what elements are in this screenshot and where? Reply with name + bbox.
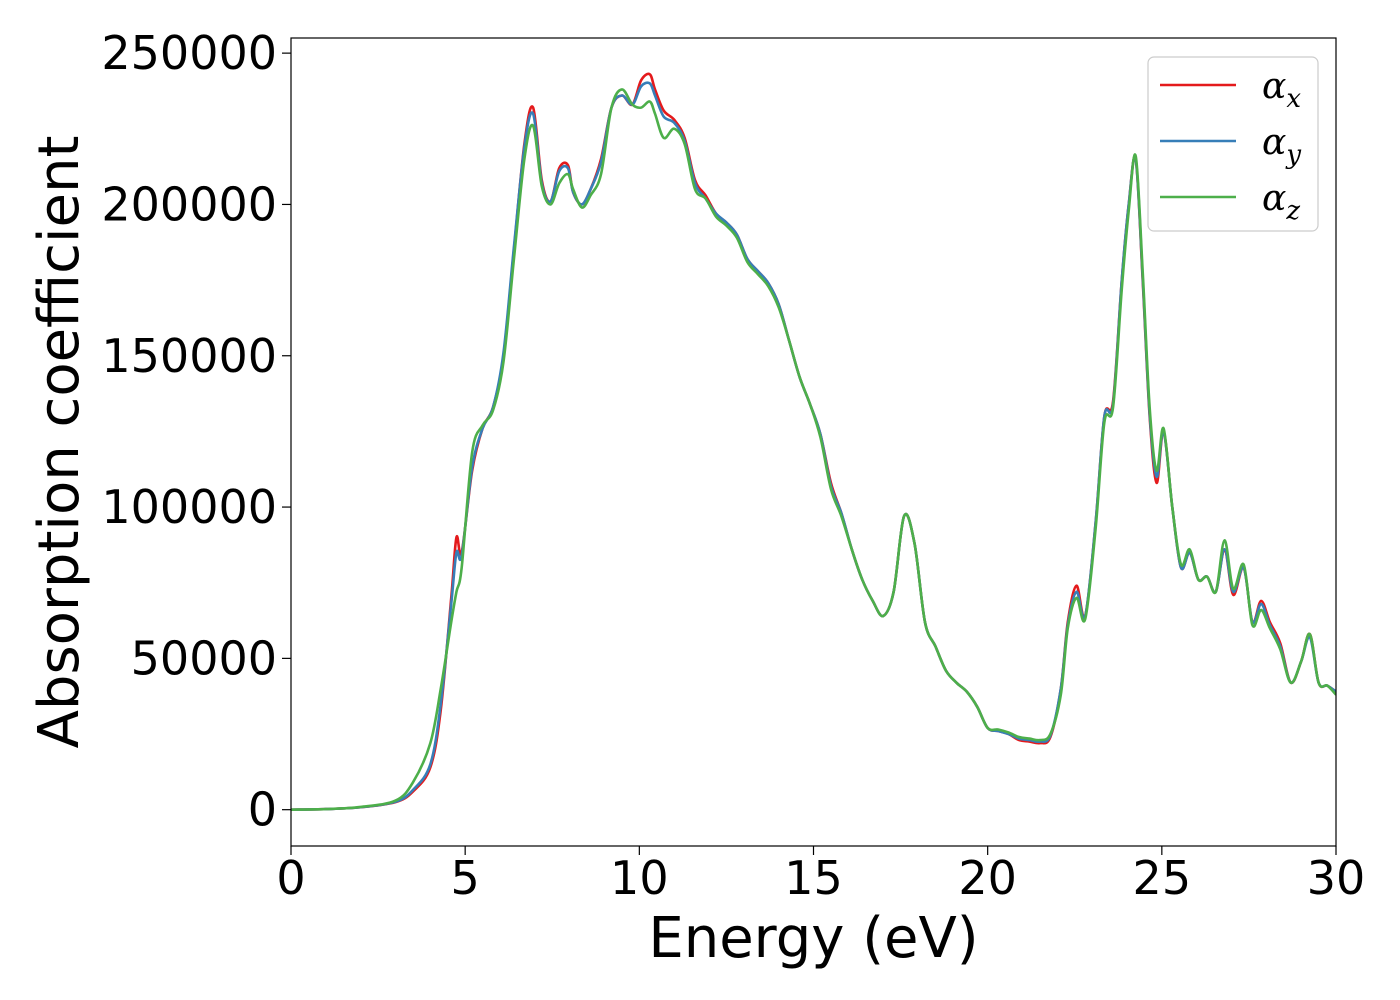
x-tick-label: 0 bbox=[276, 851, 305, 905]
legend-frame bbox=[1147, 56, 1319, 232]
legend-entry-y: αy bbox=[1262, 122, 1301, 170]
y-axis: 0 50000 100000 150000 200000 250000 bbox=[101, 26, 291, 837]
y-tick-label: 100000 bbox=[101, 480, 277, 534]
x-axis-label: Energy (eV) bbox=[648, 906, 978, 971]
legend-entry-x: αx bbox=[1262, 66, 1301, 114]
legend-alpha: α bbox=[1262, 122, 1286, 163]
legend-entry-z: αz bbox=[1262, 178, 1300, 226]
legend-subscript: y bbox=[1285, 140, 1301, 170]
x-axis: 0 5 10 15 20 25 30 bbox=[276, 846, 1365, 905]
series-line-z bbox=[291, 88, 1336, 811]
x-tick-label: 30 bbox=[1307, 851, 1366, 905]
y-tick-label: 200000 bbox=[101, 177, 277, 231]
x-tick-label: 15 bbox=[784, 851, 843, 905]
x-tick-label: 10 bbox=[610, 851, 669, 905]
y-axis-label: Absorption coefficient bbox=[27, 136, 92, 749]
legend-subscript: x bbox=[1286, 84, 1301, 114]
x-tick-label: 5 bbox=[451, 851, 480, 905]
series-layer bbox=[291, 72, 1336, 811]
x-tick-label: 20 bbox=[958, 851, 1017, 905]
y-tick-label: 150000 bbox=[101, 329, 277, 383]
legend-alpha: α bbox=[1262, 66, 1286, 107]
legend-subscript: z bbox=[1285, 196, 1300, 226]
y-tick-label: 250000 bbox=[101, 26, 277, 80]
y-tick-label: 50000 bbox=[131, 631, 277, 685]
legend-alpha: α bbox=[1262, 178, 1286, 219]
x-tick-label: 25 bbox=[1133, 851, 1192, 905]
y-tick-label: 0 bbox=[248, 783, 277, 837]
